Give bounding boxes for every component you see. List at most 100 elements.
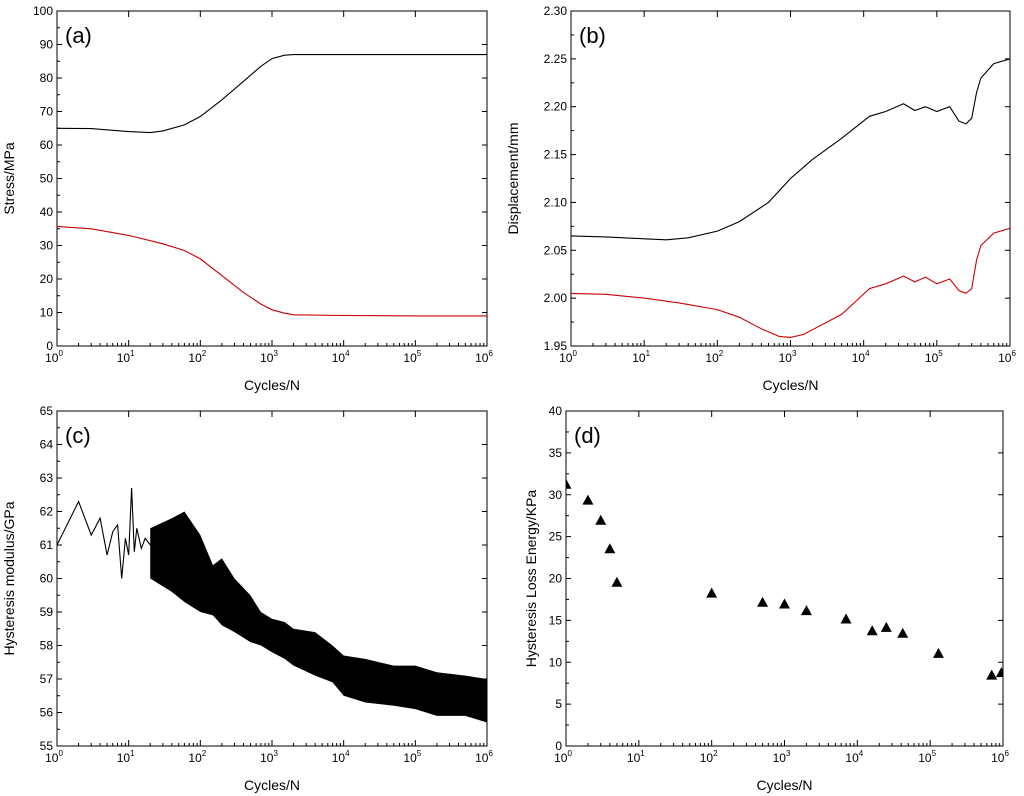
y-tick-label-c: 65 xyxy=(40,404,54,418)
data-point-d xyxy=(932,647,944,658)
series-line-b-1 xyxy=(571,227,1010,338)
y-tick-label-d: 15 xyxy=(549,613,563,627)
y-tick-label-a: 60 xyxy=(40,138,54,152)
y-tick-label-d: 35 xyxy=(549,446,563,460)
x-tick-label-d: 105 xyxy=(918,749,936,765)
x-tick-label-b: 104 xyxy=(852,349,870,365)
data-point-d xyxy=(779,598,790,609)
plot-area-c xyxy=(57,487,487,723)
y-tick-label-b: 2.10 xyxy=(544,195,568,209)
data-point-d xyxy=(897,627,909,638)
data-point-d xyxy=(880,621,892,632)
x-tick-label-a: 106 xyxy=(475,349,493,365)
y-tick-label-d: 10 xyxy=(549,655,563,669)
x-tick-label-c: 100 xyxy=(45,749,63,765)
data-point-d xyxy=(706,587,718,598)
x-tick-label-a: 102 xyxy=(188,349,206,365)
y-tick-label-d: 20 xyxy=(549,572,563,586)
data-point-d xyxy=(800,605,812,616)
y-tick-label-d: 40 xyxy=(549,404,563,418)
panel-label-c: (c) xyxy=(65,423,91,448)
y-tick-label-d: 5 xyxy=(555,697,562,711)
y-axis-title-c: Hysteresis modulus/GPa xyxy=(1,501,17,655)
x-tick-label-a: 103 xyxy=(260,349,278,365)
y-tick-label-c: 58 xyxy=(40,639,54,653)
y-tick-label-a: 100 xyxy=(33,4,53,18)
series-line-b-0 xyxy=(571,58,1010,241)
y-tick-label-c: 56 xyxy=(40,706,54,720)
data-point-d xyxy=(866,625,878,636)
x-tick-label-c: 101 xyxy=(117,749,135,765)
plot-area-b xyxy=(571,58,1010,338)
x-tick-label-b: 101 xyxy=(632,349,650,365)
y-tick-label-d: 25 xyxy=(549,530,563,544)
x-tick-label-c: 103 xyxy=(260,749,278,765)
x-tick-label-d: 101 xyxy=(627,749,645,765)
x-tick-label-c: 102 xyxy=(188,749,206,765)
y-tick-label-c: 57 xyxy=(40,672,54,686)
y-tick-label-b: 1.95 xyxy=(544,339,568,353)
panel-d: 0 5 10 15 20 25 30 35 40 100 101 102 103 104 105 106 Cyc… xyxy=(523,404,1009,793)
y-tick-label-a: 40 xyxy=(40,205,54,219)
plot-frame-d xyxy=(565,410,1004,747)
plot-frame-a xyxy=(56,10,488,347)
x-tick-label-b: 100 xyxy=(559,349,577,365)
y-tick-label-c: 59 xyxy=(40,605,54,619)
y-tick-label-b: 2.25 xyxy=(544,52,568,66)
data-point-d xyxy=(604,543,616,554)
series-line-a-1 xyxy=(57,225,487,317)
data-point-d xyxy=(986,669,998,680)
y-tick-label-a: 20 xyxy=(40,272,54,286)
panel-label-b: (b) xyxy=(579,23,606,48)
data-point-d xyxy=(757,596,769,607)
y-tick-label-c: 62 xyxy=(40,505,54,519)
plot-area-d xyxy=(566,478,1003,680)
series-line-c-0 xyxy=(57,487,487,704)
y-tick-label-c: 55 xyxy=(40,739,54,753)
y-tick-label-c: 64 xyxy=(40,438,54,452)
y-tick-label-a: 90 xyxy=(40,38,54,52)
y-tick-label-c: 63 xyxy=(40,471,54,485)
panel-c: 55 56 57 58 59 60 61 62 63 64 65 100 101 102 103 104 105… xyxy=(1,404,493,793)
y-tick-label-a: 10 xyxy=(40,306,54,320)
data-point-d xyxy=(582,494,594,505)
x-tick-label-a: 101 xyxy=(117,349,135,365)
x-tick-label-b: 105 xyxy=(925,349,943,365)
y-tick-label-a: 80 xyxy=(40,71,54,85)
x-axis-title-c: Cycles/N xyxy=(244,777,300,793)
x-tick-label-c: 105 xyxy=(403,749,421,765)
x-tick-label-a: 105 xyxy=(403,349,421,365)
data-point-d xyxy=(566,478,572,489)
x-axis-title-d: Cycles/N xyxy=(756,777,812,793)
y-tick-label-d: 30 xyxy=(549,488,563,502)
y-tick-label-a: 30 xyxy=(40,239,54,253)
panel-a: 0 10 20 30 40 50 60 70 80 90 100 100 101 102 103 104 105… xyxy=(1,4,493,393)
panel-label-a: (a) xyxy=(65,23,92,48)
y-tick-label-b: 2.00 xyxy=(544,291,568,305)
y-tick-label-b: 2.15 xyxy=(544,148,568,162)
x-tick-label-d: 102 xyxy=(700,749,718,765)
x-axis-title-b: Cycles/N xyxy=(762,377,818,393)
y-axis-title-d: Hysteresis Loss Energy/KPa xyxy=(523,490,539,668)
data-point-d xyxy=(840,613,852,624)
panel-label-d: (d) xyxy=(574,423,601,448)
x-tick-label-b: 103 xyxy=(779,349,797,365)
y-tick-label-a: 50 xyxy=(40,172,54,186)
data-point-d xyxy=(995,667,1003,678)
plot-area-a xyxy=(57,54,487,317)
y-axis-title-b: Displacement/mm xyxy=(505,122,521,234)
y-tick-label-b: 2.20 xyxy=(544,100,568,114)
x-tick-label-b: 102 xyxy=(705,349,723,365)
y-tick-label-a: 0 xyxy=(46,339,53,353)
series-line-a-0 xyxy=(57,54,487,134)
x-tick-label-c: 106 xyxy=(475,749,493,765)
x-axis-title-a: Cycles/N xyxy=(244,377,300,393)
y-tick-label-a: 70 xyxy=(40,105,54,119)
x-tick-label-d: 100 xyxy=(554,749,572,765)
x-tick-label-d: 104 xyxy=(845,749,863,765)
y-tick-label-c: 60 xyxy=(40,572,54,586)
x-tick-label-d: 106 xyxy=(991,749,1009,765)
x-tick-label-b: 106 xyxy=(998,349,1016,365)
data-point-d xyxy=(611,576,623,587)
